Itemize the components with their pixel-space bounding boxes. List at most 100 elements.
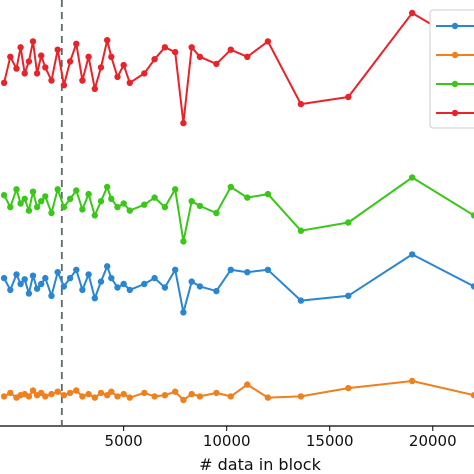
data-point bbox=[161, 284, 169, 291]
data-point bbox=[161, 44, 169, 51]
data-point bbox=[264, 394, 272, 401]
data-point bbox=[85, 53, 92, 60]
data-point bbox=[227, 393, 234, 400]
data-point bbox=[7, 53, 14, 60]
data-point bbox=[73, 40, 80, 47]
data-point bbox=[161, 392, 169, 399]
data-point bbox=[297, 227, 305, 234]
data-point bbox=[227, 183, 234, 191]
data-point bbox=[33, 203, 41, 211]
data-point bbox=[141, 280, 148, 288]
data-point bbox=[151, 393, 158, 400]
data-point bbox=[21, 276, 28, 283]
legend-swatch-marker bbox=[451, 109, 459, 117]
data-point bbox=[345, 384, 352, 392]
data-point bbox=[66, 389, 74, 397]
x-tick-label: 20000 bbox=[409, 432, 457, 450]
data-point bbox=[345, 292, 352, 299]
data-point bbox=[126, 207, 133, 214]
data-point bbox=[7, 203, 14, 211]
data-point bbox=[97, 278, 105, 285]
data-point bbox=[108, 195, 115, 202]
data-point bbox=[196, 202, 204, 210]
data-point bbox=[104, 183, 111, 191]
data-point bbox=[470, 212, 474, 219]
data-point bbox=[29, 188, 37, 195]
x-tick-label: 10000 bbox=[203, 432, 251, 450]
data-point bbox=[172, 48, 179, 56]
data-point bbox=[25, 393, 33, 400]
data-point bbox=[172, 186, 179, 193]
data-point bbox=[54, 269, 61, 276]
data-point bbox=[227, 46, 234, 53]
data-point bbox=[264, 266, 272, 273]
data-point bbox=[180, 119, 187, 127]
data-point bbox=[196, 283, 204, 290]
data-point bbox=[409, 174, 416, 181]
data-point bbox=[42, 193, 49, 200]
data-point bbox=[151, 194, 158, 201]
data-point bbox=[297, 100, 305, 108]
data-point bbox=[91, 394, 99, 401]
data-point bbox=[85, 390, 92, 398]
data-point bbox=[79, 206, 86, 213]
data-point bbox=[188, 390, 195, 398]
data-point bbox=[114, 73, 121, 81]
data-point bbox=[13, 186, 20, 193]
data-point bbox=[470, 283, 474, 290]
data-point bbox=[25, 58, 33, 65]
data-point bbox=[141, 70, 148, 77]
data-point bbox=[227, 266, 234, 273]
data-point bbox=[120, 280, 127, 288]
data-point bbox=[188, 44, 195, 51]
data-point bbox=[54, 46, 61, 53]
legend-swatch-marker bbox=[451, 80, 459, 88]
data-point bbox=[60, 203, 68, 211]
data-point bbox=[108, 274, 115, 282]
data-point bbox=[66, 274, 74, 282]
data-point bbox=[213, 209, 220, 217]
data-point bbox=[17, 200, 24, 207]
data-point bbox=[97, 198, 105, 205]
x-tick-label: 15000 bbox=[306, 432, 354, 450]
data-point bbox=[151, 274, 158, 282]
data-point bbox=[0, 274, 8, 282]
data-point bbox=[126, 286, 133, 294]
data-point bbox=[196, 393, 204, 400]
data-point bbox=[38, 280, 45, 288]
data-point bbox=[60, 82, 68, 89]
data-point bbox=[17, 44, 24, 51]
data-point bbox=[79, 286, 86, 294]
data-point bbox=[60, 283, 68, 290]
data-point bbox=[104, 37, 111, 44]
data-point bbox=[91, 295, 99, 302]
data-point bbox=[79, 77, 86, 84]
data-point bbox=[264, 38, 272, 45]
data-point bbox=[97, 389, 105, 397]
data-point bbox=[409, 251, 416, 258]
data-point bbox=[120, 390, 127, 398]
data-point bbox=[29, 272, 37, 279]
data-point bbox=[104, 263, 111, 270]
data-point bbox=[48, 77, 55, 84]
data-point bbox=[33, 285, 41, 292]
data-point bbox=[188, 278, 195, 285]
data-point bbox=[126, 394, 133, 401]
data-point bbox=[114, 284, 121, 291]
data-point bbox=[244, 194, 251, 201]
data-point bbox=[7, 389, 14, 397]
data-point bbox=[13, 271, 20, 278]
legend-box bbox=[429, 9, 474, 129]
data-point bbox=[172, 266, 179, 273]
data-point bbox=[0, 192, 8, 199]
data-point bbox=[188, 198, 195, 205]
data-point bbox=[180, 309, 187, 316]
data-point bbox=[54, 186, 61, 193]
data-point bbox=[141, 201, 148, 208]
legend-swatch-marker bbox=[451, 22, 459, 30]
data-point bbox=[73, 187, 80, 194]
data-point bbox=[108, 53, 115, 60]
x-tick-label: 5000 bbox=[105, 432, 143, 450]
